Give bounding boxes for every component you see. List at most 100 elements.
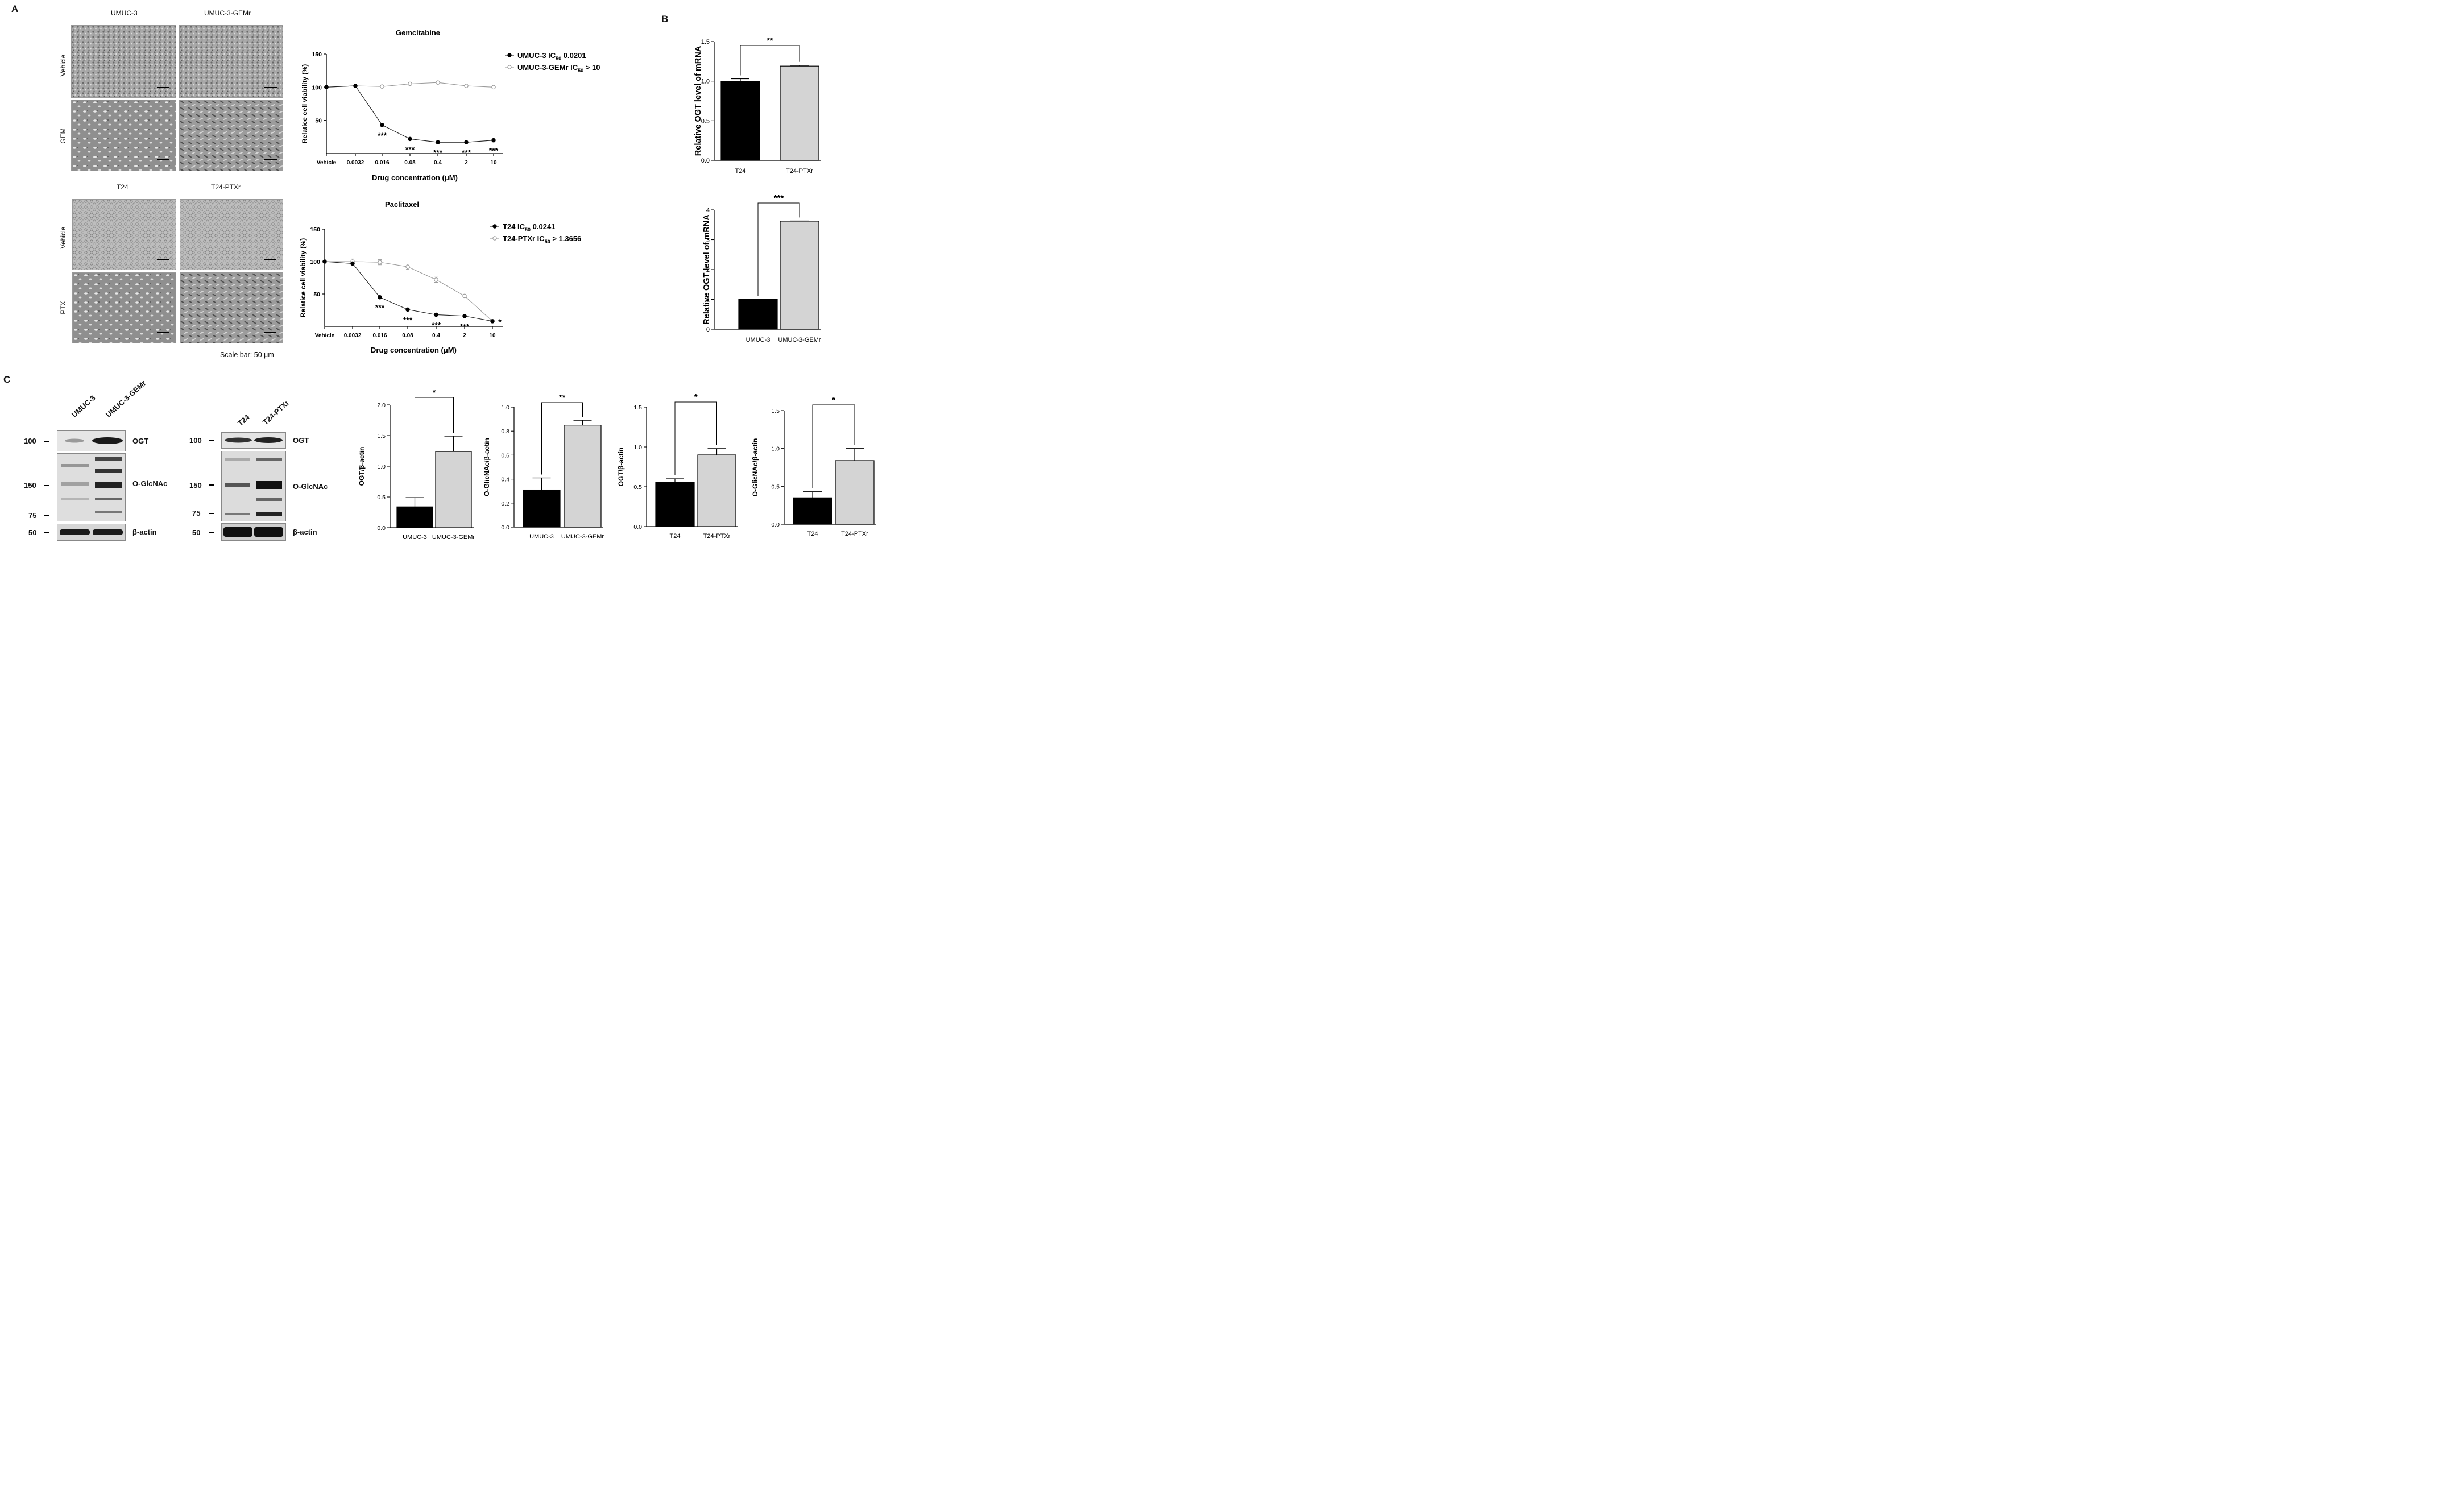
chart-b2-ylabel: Relative OGT level of mRNA xyxy=(702,214,711,325)
chart-ptx-legend-marker xyxy=(492,236,497,241)
chart-gem-data-point xyxy=(353,84,358,88)
blot-right-mw-100: 100 xyxy=(189,436,202,445)
chart-gem-xtick-label: 0.016 xyxy=(375,160,389,166)
chart-ptx-data-point xyxy=(350,261,355,266)
chart-ptx-xtick-label: 0.08 xyxy=(402,333,413,339)
chart-c2-xtick-label: UMUC-3-GEMr xyxy=(561,533,604,540)
chart-c2-ytick-label: 1.0 xyxy=(501,404,509,411)
chart-c1-ytick-label: 1.0 xyxy=(377,463,386,470)
chart-c2-ytick-label: 0.8 xyxy=(501,428,509,435)
blot-left-mw-tick-150 xyxy=(44,485,49,486)
chart-c3-ytick-label: 1.5 xyxy=(633,404,642,411)
chart-b1-xtick-label: T24 xyxy=(735,168,746,175)
chart-b1-significance: ** xyxy=(767,36,773,45)
panel-letter-b: B xyxy=(661,14,669,24)
chart-gem-data-point xyxy=(464,140,469,144)
chart-c4-bar xyxy=(793,497,832,525)
chart-c3-ytick-label: 1.0 xyxy=(633,444,642,451)
chart-c3-xtick-label: T24 xyxy=(670,533,681,540)
blot-left-ogt xyxy=(57,430,126,451)
blot-left-mw-75: 75 xyxy=(28,511,37,520)
chart-ptx-data-point xyxy=(462,314,467,318)
scale-bar-note: Scale bar: 50 µm xyxy=(220,351,274,359)
chart-ptx-data-point xyxy=(434,312,438,317)
blot-right-oglcnac xyxy=(221,451,286,521)
blot-left-oglcnac xyxy=(57,453,126,521)
chart-gem-significance: *** xyxy=(433,148,443,157)
chart-gem-legend-marker xyxy=(507,65,512,69)
chart-ptx-xtick-label: Vehicle xyxy=(315,333,335,339)
micrograph-t24-vehicle xyxy=(72,199,176,270)
chart-gem-xtick-label: 0.08 xyxy=(404,160,416,166)
chart-c4-ylabel: O-GlicNAc/β-actin xyxy=(751,438,759,497)
chart-ptx-data-point xyxy=(322,259,327,264)
blot-right-label-oglcnac: O-GlcNAc xyxy=(293,482,328,491)
chart-b2-bar xyxy=(780,221,819,330)
chart-ptx-significance: *** xyxy=(403,315,413,324)
chart-ptx-xtick-label: 0.4 xyxy=(432,333,440,339)
chart-gem-ytick-label: 100 xyxy=(312,84,322,91)
chart-c1-bar xyxy=(396,506,433,528)
blot-right-mw-tick-100 xyxy=(209,440,214,441)
blot-left-mw-100: 100 xyxy=(24,437,36,445)
chart-c1-ytick-label: 0.5 xyxy=(377,494,386,501)
chart-b2-ytick-label: 2 xyxy=(706,267,710,274)
chart-c4-significance-bracket xyxy=(812,404,855,488)
chart-ptx-legend-label: T24 IC50 0.0241 xyxy=(503,222,555,233)
micrograph-t24-ptx xyxy=(72,272,176,343)
micro-col-t24-ptxr: T24-PTXr xyxy=(211,183,241,191)
chart-ptx-data-point xyxy=(405,264,410,269)
chart-ptx-data-point xyxy=(405,307,410,312)
chart-b1-ylabel: Relative OGT level of mRNA xyxy=(694,45,703,156)
chart-gem-xtick-label: 0.4 xyxy=(434,160,442,166)
blot-right-label-bactin: β-actin xyxy=(293,528,317,536)
blot-right-mw-50: 50 xyxy=(192,528,201,537)
blot-right-mw-150: 150 xyxy=(189,481,202,490)
chart-ptx-data-point xyxy=(378,260,382,264)
chart-gem-data-point xyxy=(436,80,440,85)
chart-b1-bar xyxy=(720,81,760,161)
chart-c2-significance: ** xyxy=(559,393,566,403)
chart-c2-significance-bracket xyxy=(541,402,583,475)
chart-c1-xtick-label: UMUC-3 xyxy=(403,534,427,541)
chart-b1-xtick-label: T24-PTXr xyxy=(786,168,813,175)
micrograph-t24ptxr-vehicle xyxy=(180,199,283,270)
chart-c2-bar xyxy=(564,425,602,528)
chart-gem-title: Gemcitabine xyxy=(396,28,440,37)
chart-b1-ytick-label: 0.5 xyxy=(701,118,710,125)
chart-b2-ytick-label: 0 xyxy=(706,326,710,333)
chart-gem-ytick-label: 50 xyxy=(315,118,322,125)
micrograph-umuc3gemr-gem xyxy=(179,100,283,171)
chart-b2-ytick-label: 4 xyxy=(706,207,710,214)
chart-c2-ytick-label: 0.4 xyxy=(501,477,509,483)
blot-right-mw-75: 75 xyxy=(192,509,201,517)
chart-gem-xtick-label: 10 xyxy=(490,160,497,166)
micrograph-umuc3-gem xyxy=(71,100,176,171)
chart-gem-ylabel: Relatice cell viability (%) xyxy=(301,64,309,143)
chart-c1-significance-bracket xyxy=(415,397,454,495)
panel-letter-c: C xyxy=(3,374,11,385)
chart-c3-significance: * xyxy=(694,392,698,402)
chart-c1-ylabel: OGT/β-actin xyxy=(358,447,366,486)
chart-b1-bar xyxy=(780,65,819,161)
blot-right-ogt xyxy=(221,432,286,449)
chart-gem-significance: *** xyxy=(462,148,471,157)
chart-c2-ylabel: O-GlicNAc/β-actin xyxy=(483,438,491,496)
panel-letter-a: A xyxy=(11,3,19,14)
chart-c1-ytick-label: 2.0 xyxy=(377,402,386,409)
chart-gem-xtick-label: 2 xyxy=(465,160,468,166)
chart-c3-bar xyxy=(655,481,695,527)
chart-ptx-series-line xyxy=(325,261,493,322)
blot-left-label-bactin: β-actin xyxy=(132,528,157,536)
blot-right-label-ogt: OGT xyxy=(293,436,309,445)
chart-b2-xtick-label: UMUC-3 xyxy=(746,337,770,343)
chart-c4-ytick-label: 1.5 xyxy=(771,408,780,415)
chart-gem-significance: *** xyxy=(378,131,387,140)
blot-left-mw-150: 150 xyxy=(24,481,36,490)
chart-ptx-significance: * xyxy=(498,317,502,326)
chart-ptx-xtick-label: 0.0032 xyxy=(344,333,362,339)
chart-ptx-xtick-label: 2 xyxy=(463,333,466,339)
chart-ptx-significance: *** xyxy=(375,303,385,312)
chart-c2-ytick-label: 0.6 xyxy=(501,452,509,459)
chart-b2-ytick-label: 3 xyxy=(706,237,710,244)
